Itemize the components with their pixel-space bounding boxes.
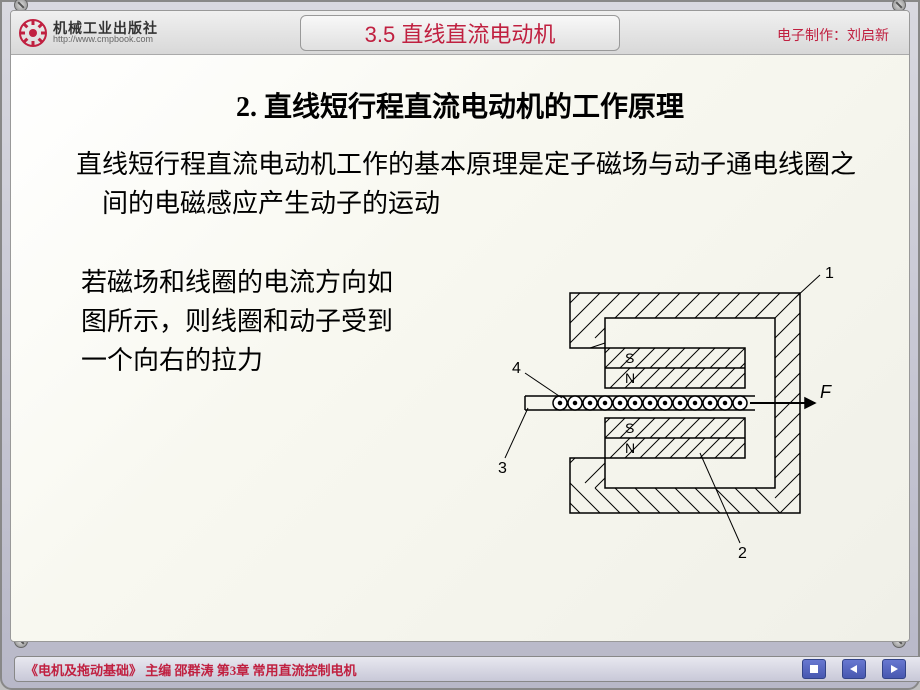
diagram-label-3: 3 <box>498 460 507 477</box>
content-frame: 机械工业出版社 http://www.cmpbook.com 3.5 直线直流电… <box>10 10 910 642</box>
magnet-s-top: S <box>625 350 634 366</box>
diagram-label-1: 1 <box>825 265 834 282</box>
nav-next-button[interactable] <box>882 659 906 679</box>
gear-icon <box>17 17 49 49</box>
magnet-n-bottom: N <box>625 440 635 456</box>
motor-diagram: 1 2 3 4 F S N S N <box>431 263 869 563</box>
publisher-logo: 机械工业出版社 http://www.cmpbook.com <box>17 17 158 49</box>
chapter-title-plate: 3.5 直线直流电动机 <box>300 15 620 51</box>
publisher-url: http://www.cmpbook.com <box>53 35 158 44</box>
diagram-label-4: 4 <box>512 360 521 377</box>
footer-plate: 《电机及拖动基础》 主编 邵群涛 第3章 常用直流控制电机 <box>14 656 920 682</box>
force-label: F <box>820 382 832 402</box>
principle-text: 直线短行程直流电动机工作的基本原理是定子磁场与动子通电线圈之间的电磁感应产生动子… <box>76 145 859 223</box>
nav-home-button[interactable] <box>802 659 826 679</box>
magnet-s-bottom: S <box>625 420 634 436</box>
book-info: 《电机及拖动基础》 主编 邵群涛 第3章 常用直流控制电机 <box>25 660 357 679</box>
lower-section: 若磁场和线圈的电流方向如图所示，则线圈和动子受到一个向右的拉力 <box>51 263 869 563</box>
force-description: 若磁场和线圈的电流方向如图所示，则线圈和动子受到一个向右的拉力 <box>81 263 411 563</box>
publisher-name: 机械工业出版社 <box>53 21 158 35</box>
section-subtitle: 2. 直线短行程直流电动机的工作原理 <box>51 85 869 125</box>
slide-content: 2. 直线短行程直流电动机的工作原理 直线短行程直流电动机工作的基本原理是定子磁… <box>11 55 909 641</box>
slide-frame: 机械工业出版社 http://www.cmpbook.com 3.5 直线直流电… <box>0 0 920 690</box>
chapter-title: 3.5 直线直流电动机 <box>365 17 556 49</box>
footer-bar: 《电机及拖动基础》 主编 邵群涛 第3章 常用直流控制电机 <box>2 650 918 688</box>
magnet-n-top: N <box>625 370 635 386</box>
nav-prev-button[interactable] <box>842 659 866 679</box>
nav-buttons <box>802 659 906 679</box>
diagram-label-2: 2 <box>738 545 747 562</box>
author-credit: 电子制作：刘启新 <box>777 25 889 45</box>
header-bar: 机械工业出版社 http://www.cmpbook.com 3.5 直线直流电… <box>11 11 909 55</box>
